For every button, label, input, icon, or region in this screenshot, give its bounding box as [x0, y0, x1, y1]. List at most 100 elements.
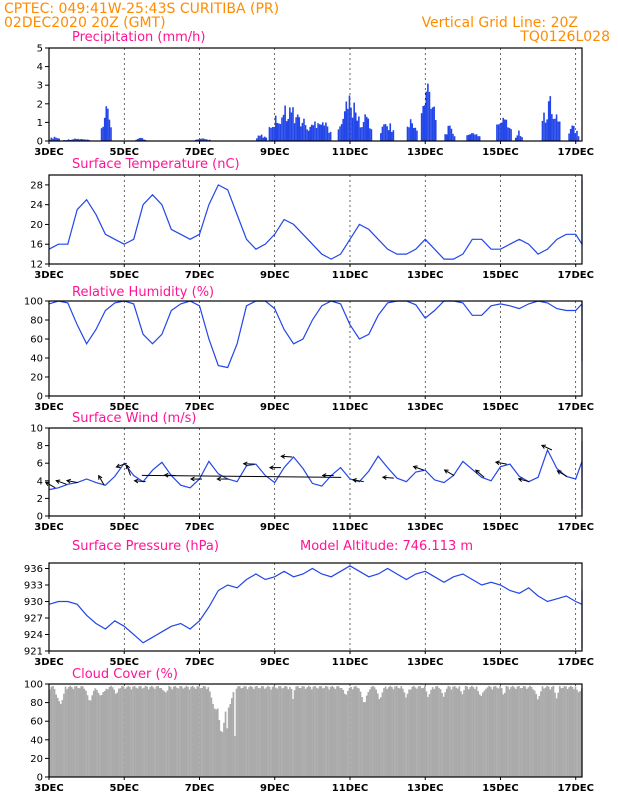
precip-bar: [552, 118, 555, 141]
precip-bar: [309, 126, 312, 141]
cloud-bar: [533, 690, 536, 777]
pressure-title: Surface Pressure (hPa): [72, 539, 219, 554]
wind-arrow-head: [189, 476, 195, 482]
cloud-bar: [295, 686, 298, 777]
cloud-ytick-label: 80: [30, 698, 43, 709]
cloud-bar: [204, 686, 207, 777]
precip-bar: [315, 127, 318, 141]
cloud-bar: [75, 685, 78, 777]
precip-bar: [74, 138, 76, 141]
precip-bar: [516, 135, 519, 141]
precip-bar: [445, 134, 448, 141]
cloud-bar: [86, 695, 89, 777]
precip-bar: [296, 114, 299, 141]
pressure-annotation: Model Altitude: 746.113 m: [300, 539, 473, 554]
cloud-bar: [83, 688, 86, 777]
precipitation-title: Precipitation (mm/h): [72, 30, 205, 45]
cloud-bar: [158, 688, 161, 777]
cloud-bar: [160, 688, 163, 777]
cloud-bar: [464, 685, 467, 777]
cloud-bar: [298, 687, 301, 777]
precip-bar: [58, 138, 61, 141]
precip-bar: [351, 117, 354, 141]
cloud-bar: [176, 687, 178, 777]
cloud-bar: [334, 688, 337, 777]
cloud-bar: [347, 690, 349, 777]
precip-bar: [416, 130, 418, 141]
cloud-bar: [285, 686, 288, 777]
precip-bar: [508, 127, 511, 141]
precip-bar: [196, 139, 199, 141]
cloud-bar: [423, 685, 426, 777]
wind-arrow-shaft: [541, 444, 553, 451]
cloud-bar: [49, 689, 51, 777]
precip-bar: [274, 115, 277, 141]
cloud-bar: [304, 688, 307, 777]
precip-bar: [427, 83, 429, 141]
cloud-bar: [482, 692, 484, 777]
cloud-bar: [450, 689, 453, 777]
cloud-bar: [92, 690, 95, 777]
precip-bar: [577, 136, 580, 141]
cloud-bar: [420, 688, 423, 777]
cloud-bar: [439, 689, 442, 777]
precip-bar: [260, 134, 263, 141]
cloud-bar: [171, 689, 174, 777]
temperature-ytick-label: 20: [30, 220, 43, 231]
precip-bar: [50, 137, 53, 141]
cloud-bar: [530, 686, 533, 777]
header-grid-note: Vertical Grid Line: 20Z: [422, 15, 578, 31]
cloud-bar: [472, 687, 475, 777]
cloud-bar: [394, 686, 396, 777]
cloud-bar: [384, 686, 387, 777]
cloud-bar: [243, 685, 246, 777]
precip-bar: [507, 127, 509, 141]
cloud-bar: [265, 687, 268, 777]
wind-arrow-shaft: [495, 461, 507, 465]
pressure-xtick-label: 5DEC: [110, 657, 139, 668]
precip-bar: [497, 124, 500, 141]
cloud-bar: [55, 694, 57, 777]
precip-bar: [139, 137, 142, 141]
cloud-bar: [529, 685, 531, 777]
wind-arrow-head: [351, 478, 357, 483]
precip-bar: [369, 128, 371, 141]
wind-arrow-head: [65, 478, 71, 484]
precip-bar: [307, 130, 310, 141]
wind-xtick-label: 15DEC: [482, 522, 518, 533]
cloud-bar: [306, 687, 308, 777]
cloud-bar: [94, 688, 97, 777]
cloud-bar: [438, 687, 440, 777]
pressure-xtick-label: 15DEC: [482, 657, 518, 668]
cloud-bar: [53, 688, 56, 777]
precipitation-xtick-label: 17DEC: [558, 147, 594, 158]
wind-arrow-shaft: [134, 480, 146, 483]
humidity-ytick-label: 20: [30, 373, 43, 384]
cloud-bar: [367, 691, 370, 777]
cloud-bar: [497, 688, 500, 777]
wind-arrow-head: [517, 477, 523, 482]
precip-bar: [295, 117, 297, 141]
wind-arrow-shaft: [66, 480, 78, 484]
cloud-bar: [129, 686, 131, 777]
wind-arrow: [55, 479, 67, 485]
precipitation-ytick-label: 2: [37, 99, 43, 110]
cloud-bar: [508, 689, 511, 777]
cloud-bar: [471, 685, 473, 777]
precip-bar: [102, 126, 104, 141]
wind-arrow: [351, 478, 364, 483]
cloud-bar: [147, 689, 150, 777]
cloud-bar: [278, 686, 280, 777]
wind-ytick-label: 6: [37, 459, 43, 470]
cloud-bar: [560, 688, 563, 777]
precip-bar: [314, 121, 316, 141]
cloud-bar: [445, 688, 448, 777]
cloud-bar: [478, 694, 481, 777]
cloud-bar: [256, 685, 258, 777]
cloud-bar: [223, 722, 225, 777]
panel-precipitation: Precipitation (mm/h) 0 1 2 3 4 5 3DEC 5DEC 7DEC 9D…: [34, 30, 594, 158]
precip-bar: [278, 123, 280, 141]
wind-arrow-shaft: [352, 479, 364, 483]
cloud-bar: [205, 689, 208, 777]
precip-bar: [453, 136, 456, 141]
